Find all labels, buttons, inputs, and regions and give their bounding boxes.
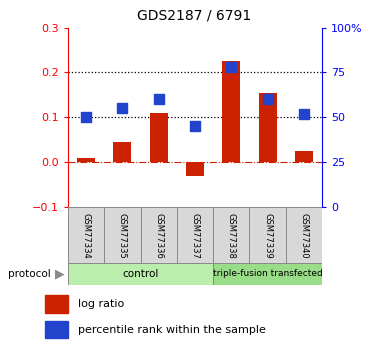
Bar — [113, 142, 132, 162]
Text: control: control — [122, 269, 159, 279]
Text: GSM77337: GSM77337 — [191, 213, 199, 258]
Bar — [258, 92, 277, 162]
Text: percentile rank within the sample: percentile rank within the sample — [78, 325, 266, 335]
Bar — [222, 61, 240, 162]
Text: protocol: protocol — [8, 269, 50, 279]
FancyBboxPatch shape — [140, 207, 177, 264]
Bar — [295, 151, 313, 162]
Bar — [77, 158, 95, 162]
Text: GSM77335: GSM77335 — [118, 213, 127, 258]
Bar — [45, 321, 68, 338]
Bar — [150, 113, 168, 162]
Text: GDS2187 / 6791: GDS2187 / 6791 — [137, 9, 251, 23]
Text: GSM77339: GSM77339 — [263, 213, 272, 258]
Point — [192, 124, 198, 129]
FancyBboxPatch shape — [177, 207, 213, 264]
Point — [156, 97, 162, 102]
Point — [83, 115, 89, 120]
FancyBboxPatch shape — [68, 263, 213, 285]
FancyBboxPatch shape — [286, 207, 322, 264]
Point — [228, 64, 234, 70]
FancyBboxPatch shape — [104, 207, 140, 264]
Text: GSM77338: GSM77338 — [227, 213, 236, 258]
Bar — [186, 162, 204, 176]
FancyBboxPatch shape — [249, 207, 286, 264]
FancyBboxPatch shape — [68, 207, 104, 264]
FancyBboxPatch shape — [213, 263, 322, 285]
Text: GSM77334: GSM77334 — [81, 213, 90, 258]
Text: ▶: ▶ — [55, 267, 65, 280]
Point — [301, 111, 307, 117]
Text: GSM77336: GSM77336 — [154, 213, 163, 258]
Text: log ratio: log ratio — [78, 299, 125, 309]
Text: GSM77340: GSM77340 — [300, 213, 308, 258]
Point — [119, 106, 125, 111]
Bar — [45, 295, 68, 313]
Point — [265, 97, 271, 102]
Text: triple-fusion transfected: triple-fusion transfected — [213, 269, 322, 278]
FancyBboxPatch shape — [213, 207, 249, 264]
